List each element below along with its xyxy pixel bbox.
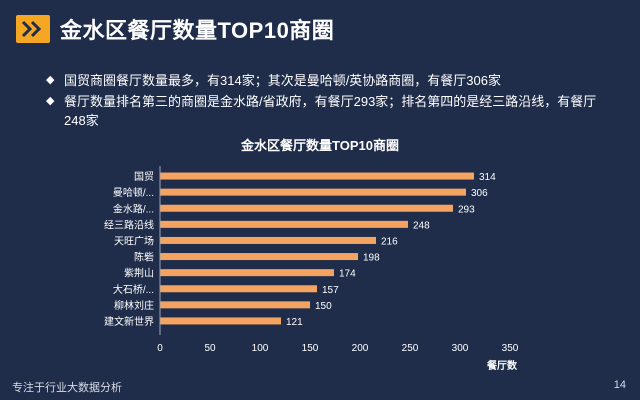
bar (160, 236, 376, 244)
chart-title: 金水区餐厅数量TOP10商圈 (240, 138, 399, 153)
bar (160, 285, 317, 293)
category-label: 陈砦 (134, 251, 154, 264)
bullet-text: 国贸商圈餐厅数量最多，有314家；其次是曼哈顿/英协路商圈，有餐厅306家 (64, 73, 501, 88)
summary-bullets: ◆ 国贸商圈餐厅数量最多，有314家；其次是曼哈顿/英协路商圈，有餐厅306家 … (44, 71, 614, 132)
page-number: 14 (613, 379, 626, 391)
diamond-bullet-icon: ◆ (46, 95, 55, 107)
data-label: 150 (315, 301, 332, 312)
header: 金水区餐厅数量TOP10商圈 (0, 0, 640, 58)
category-label: 柳林刘庄 (114, 299, 154, 312)
data-label: 121 (286, 317, 303, 328)
data-label: 174 (339, 269, 356, 280)
category-label: 大石桥/... (113, 283, 154, 296)
category-label: 金水路/... (113, 202, 154, 215)
bullet-item: ◆ 餐厅数量排名第三的商圈是金水路/省政府，有餐厅293家；排名第四的是经三路沿… (44, 92, 614, 130)
bullet-item: ◆ 国贸商圈餐厅数量最多，有314家；其次是曼哈顿/英协路商圈，有餐厅306家 (44, 71, 614, 90)
footer-text: 专注于行业大数据分析 (12, 382, 122, 394)
x-tick-label: 100 (252, 343, 269, 354)
x-tick-label: 300 (452, 343, 469, 354)
double-chevron-right-icon (16, 15, 50, 43)
data-label: 293 (458, 204, 475, 215)
category-label: 建文新世界 (104, 315, 154, 328)
x-axis-label: 餐厅数 (486, 359, 518, 372)
category-label: 国贸 (134, 171, 154, 183)
bar (160, 253, 358, 261)
x-tick-label: 350 (502, 343, 519, 354)
x-tick-label: 200 (352, 343, 369, 354)
category-label: 紫荆山 (124, 267, 154, 280)
bar (160, 269, 334, 277)
data-label: 248 (413, 220, 430, 231)
bar (160, 301, 310, 309)
category-label: 天旺广场 (114, 234, 154, 247)
bar (160, 188, 466, 196)
x-tick-label: 0 (157, 343, 163, 354)
data-label: 157 (322, 285, 339, 296)
bar (160, 220, 408, 228)
page-title: 金水区餐厅数量TOP10商圈 (60, 18, 335, 43)
category-label: 曼哈顿/... (113, 186, 154, 199)
bar (160, 317, 281, 325)
data-label: 198 (363, 253, 380, 264)
diamond-bullet-icon: ◆ (46, 74, 55, 86)
data-label: 216 (381, 236, 398, 247)
bar (160, 204, 453, 212)
x-tick-label: 50 (204, 343, 216, 354)
bullet-text: 餐厅数量排名第三的商圈是金水路/省政府，有餐厅293家；排名第四的是经三路沿线，… (64, 94, 597, 128)
category-label: 经三路沿线 (104, 218, 154, 231)
bar (160, 172, 474, 180)
x-tick-label: 150 (302, 343, 319, 354)
data-label: 314 (479, 172, 496, 183)
x-tick-label: 250 (402, 343, 419, 354)
data-label: 306 (471, 188, 488, 199)
